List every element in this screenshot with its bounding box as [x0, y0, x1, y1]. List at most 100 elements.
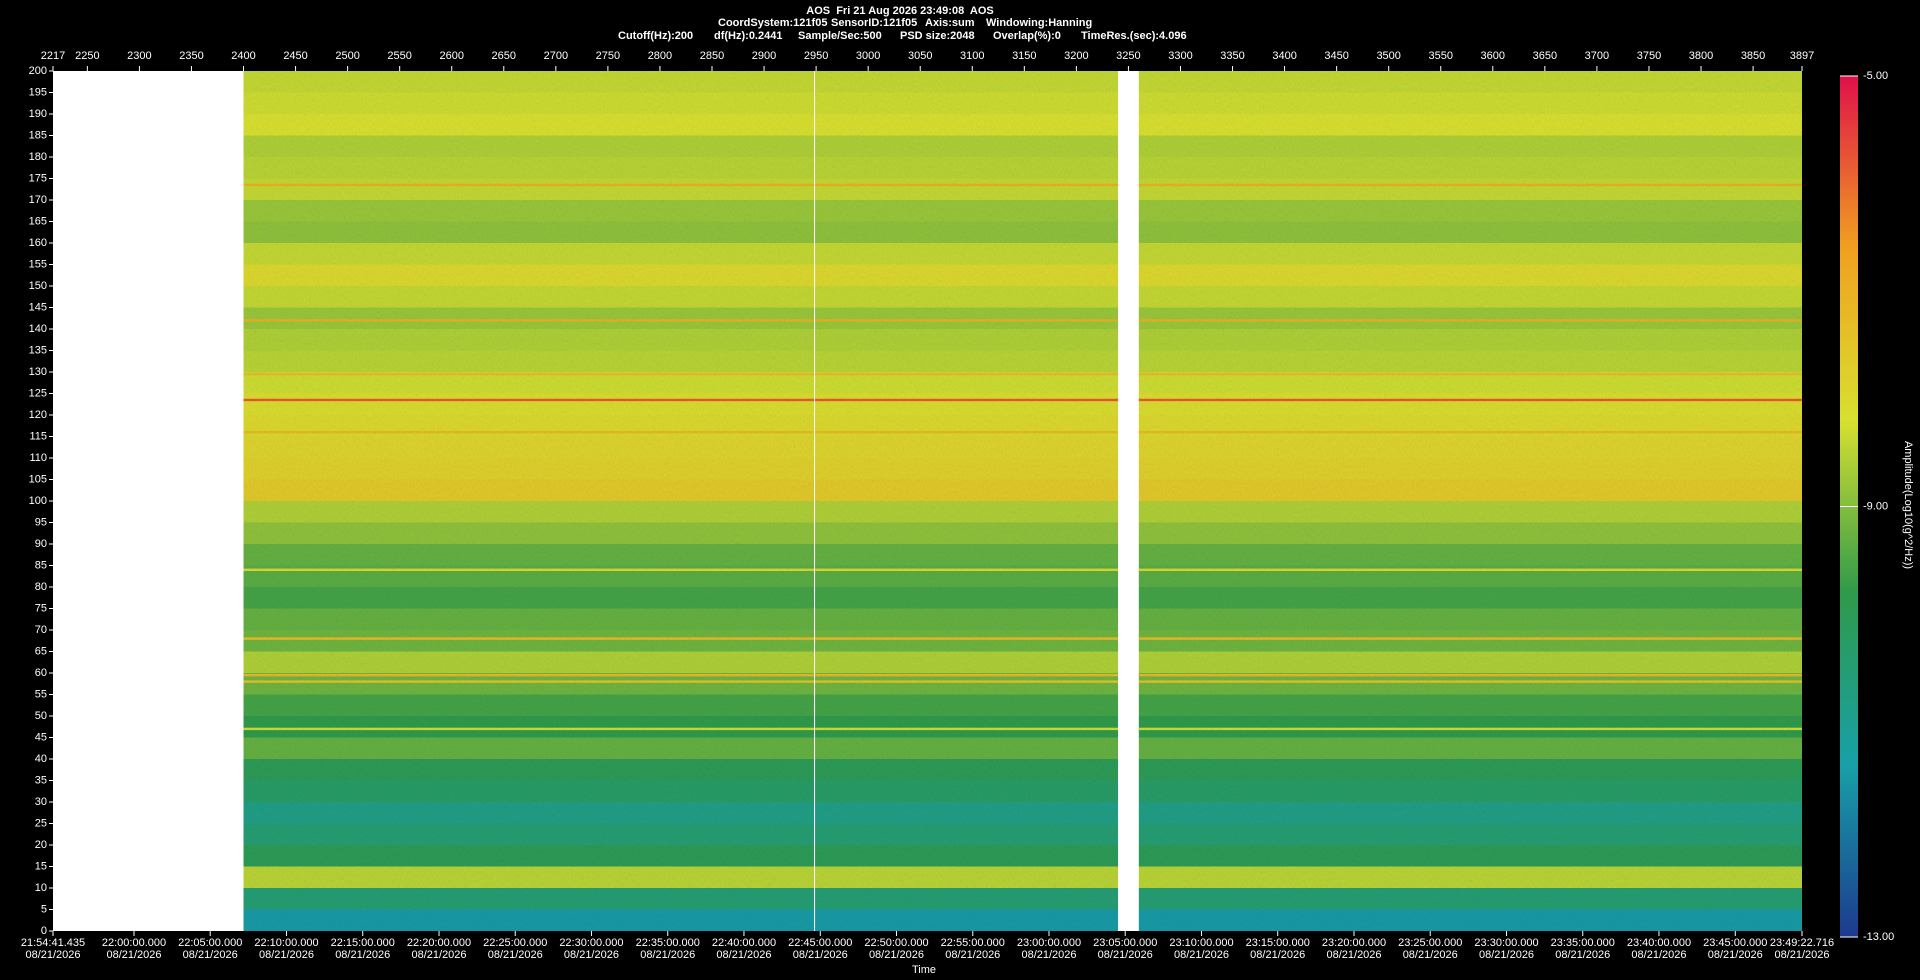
time-tick-label: 22:05:00.000 [178, 937, 242, 949]
date-tick-label: 08/21/2026 [793, 949, 848, 961]
date-tick-label: 08/21/2026 [183, 949, 238, 961]
y-tick-label: 110 [29, 452, 47, 464]
x-tick-label: 2300 [127, 50, 151, 62]
y-tick-label: 30 [35, 796, 47, 808]
date-tick-label: 08/21/2026 [411, 949, 466, 961]
x-tick-label: 3350 [1220, 50, 1244, 62]
x-tick-label: 2600 [439, 50, 463, 62]
x-tick-label: 3300 [1168, 50, 1192, 62]
x-tick-label: 2217 [41, 50, 65, 62]
y-tick-label: 20 [35, 839, 47, 851]
date-tick-label: 08/21/2026 [1631, 949, 1686, 961]
date-tick-label: 08/21/2026 [1021, 949, 1076, 961]
colorbar-tick-label: -9.00 [1863, 500, 1888, 512]
y-tick-label: 5 [41, 903, 47, 915]
colorbar-tick-label: -13.00 [1863, 931, 1894, 943]
date-tick-label: 08/21/2026 [106, 949, 161, 961]
y-tick-label: 200 [29, 65, 47, 77]
header-text: PSD size:2048 [900, 30, 975, 42]
y-tick-label: 175 [29, 172, 47, 184]
time-tick-label: 22:15:00.000 [331, 937, 395, 949]
date-tick-label: 08/21/2026 [716, 949, 771, 961]
x-tick-label: 2950 [804, 50, 828, 62]
time-tick-label: 23:10:00.000 [1169, 937, 1233, 949]
y-tick-label: 25 [35, 817, 47, 829]
x-tick-label: 3650 [1533, 50, 1557, 62]
y-tick-label: 35 [35, 774, 47, 786]
y-tick-label: 135 [29, 344, 47, 356]
y-tick-label: 185 [29, 129, 47, 141]
y-tick-label: 120 [29, 409, 47, 421]
x-tick-label: 2650 [492, 50, 516, 62]
time-tick-label: 22:25:00.000 [483, 937, 547, 949]
x-tick-label: 3400 [1272, 50, 1296, 62]
x-tick-label: 3100 [960, 50, 984, 62]
x-tick-label: 3600 [1481, 50, 1505, 62]
date-tick-label: 08/21/2026 [1098, 949, 1153, 961]
time-tick-label: 23:49:22.716 [1770, 937, 1834, 949]
x-tick-label: 2500 [335, 50, 359, 62]
y-tick-label: 55 [35, 688, 47, 700]
time-tick-label: 22:00:00.000 [102, 937, 166, 949]
x-tick-label: 2250 [75, 50, 99, 62]
date-tick-label: 08/21/2026 [945, 949, 1000, 961]
header-text: Overlap(%):0 [993, 30, 1061, 42]
x-tick-label: 2900 [752, 50, 776, 62]
time-tick-label: 23:25:00.000 [1398, 937, 1462, 949]
spectrogram [243, 71, 1802, 931]
date-tick-label: 08/21/2026 [25, 949, 80, 961]
y-tick-label: 50 [35, 710, 47, 722]
y-tick-label: 170 [29, 194, 47, 206]
y-tick-label: 130 [29, 366, 47, 378]
y-tick-label: 115 [29, 430, 47, 442]
x-tick-label: 3750 [1637, 50, 1661, 62]
y-tick-label: 160 [29, 237, 47, 249]
date-tick-label: 08/21/2026 [1250, 949, 1305, 961]
x-tick-label: 2850 [700, 50, 724, 62]
x-axis-title: Time [912, 964, 936, 976]
x-tick-label: 3450 [1324, 50, 1348, 62]
y-tick-label: 165 [29, 215, 47, 227]
date-tick-label: 08/21/2026 [564, 949, 619, 961]
time-tick-label: 23:30:00.000 [1474, 937, 1538, 949]
y-tick-label: 90 [35, 538, 47, 550]
time-tick-label: 23:35:00.000 [1551, 937, 1615, 949]
header-text: Axis:sum [925, 17, 975, 29]
y-tick-label: 140 [29, 323, 47, 335]
time-tick-label: 21:54:41.435 [21, 937, 85, 949]
time-tick-label: 22:10:00.000 [254, 937, 318, 949]
date-tick-label: 08/21/2026 [1326, 949, 1381, 961]
time-tick-label: 23:20:00.000 [1322, 937, 1386, 949]
time-tick-label: 23:40:00.000 [1627, 937, 1691, 949]
x-tick-label: 3250 [1116, 50, 1140, 62]
y-tick-label: 10 [35, 882, 47, 894]
header-text: Sample/Sec:500 [798, 30, 882, 42]
header-text: df(Hz):0.2441 [714, 30, 782, 42]
header-text: CoordSystem:121f05 [718, 17, 827, 29]
x-tick-label: 3500 [1376, 50, 1400, 62]
x-tick-label: 3000 [856, 50, 880, 62]
header-text: Windowing:Hanning [986, 17, 1092, 29]
header-text: Cutoff(Hz):200 [618, 30, 693, 42]
y-tick-label: 145 [29, 301, 47, 313]
y-tick-label: 190 [29, 108, 47, 120]
header-text: AOS Fri 21 Aug 2026 23:49:08 AOS [806, 5, 993, 17]
x-tick-label: 3050 [908, 50, 932, 62]
y-tick-label: 60 [35, 667, 47, 679]
time-tick-label: 22:35:00.000 [636, 937, 700, 949]
date-tick-label: 08/21/2026 [1708, 949, 1763, 961]
date-tick-label: 08/21/2026 [640, 949, 695, 961]
x-tick-label: 2750 [596, 50, 620, 62]
x-tick-label: 3550 [1429, 50, 1453, 62]
date-tick-label: 08/21/2026 [1555, 949, 1610, 961]
time-tick-label: 23:05:00.000 [1093, 937, 1157, 949]
date-tick-label: 08/21/2026 [869, 949, 924, 961]
x-tick-label: 3850 [1741, 50, 1765, 62]
y-tick-label: 180 [29, 151, 47, 163]
texture [1138, 71, 1802, 931]
y-tick-label: 150 [29, 280, 47, 292]
date-tick-label: 08/21/2026 [1774, 949, 1829, 961]
x-tick-label: 3150 [1012, 50, 1036, 62]
texture [815, 71, 1119, 931]
